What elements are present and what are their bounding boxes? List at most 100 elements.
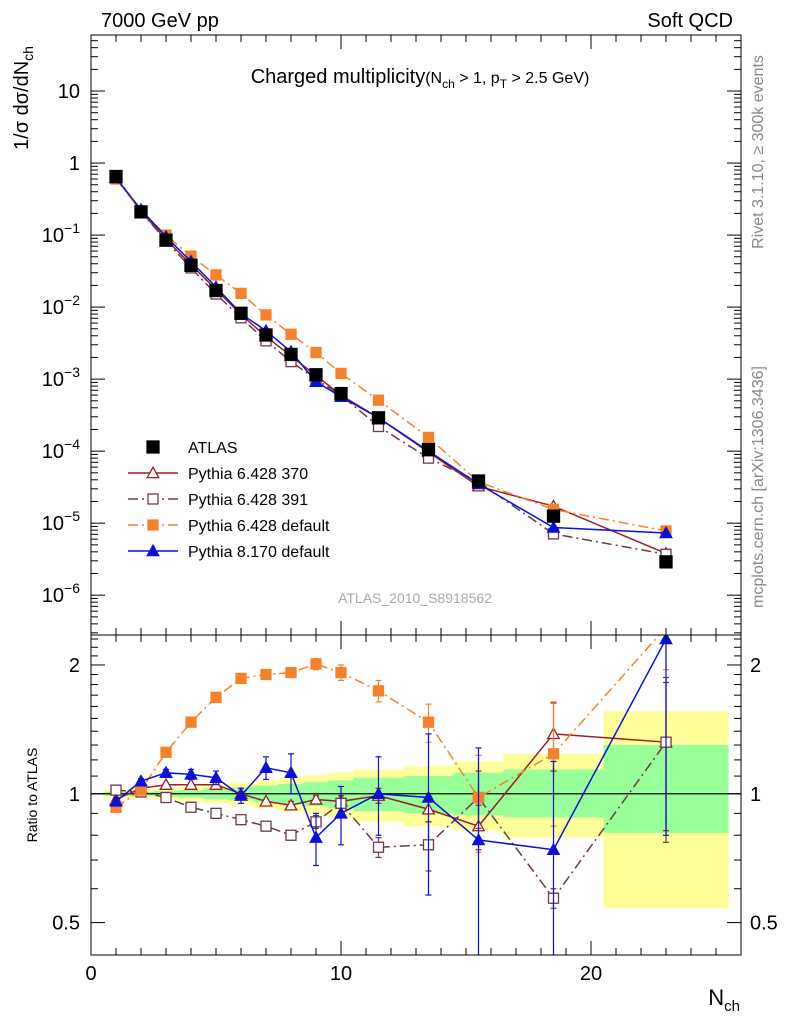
ratio-y-tick-label: 0.5: [52, 913, 80, 935]
main-data-point: [336, 368, 346, 378]
ratio-data-point: [374, 686, 384, 696]
main-data-point: [423, 444, 435, 456]
tick-exponent: −2: [64, 292, 80, 308]
rivet-version-label: Rivet 3.1.10, ≥ 300k events: [750, 55, 767, 249]
plot-title: Charged multiplicity(Nch > 1, pT > 2.5 G…: [251, 66, 590, 91]
legend: ATLAS Pythia 6.428 370 Pythia 6.428 391 Pyt…: [128, 440, 330, 561]
legend-label: Pythia 6.428 default: [188, 518, 330, 535]
tick-base: 10: [42, 513, 64, 535]
ratio-y-tick-label-right: 0.5: [750, 913, 778, 935]
main-data-point: [548, 522, 560, 532]
main-data-point: [261, 310, 271, 320]
ratio-data-point: [336, 668, 346, 678]
ratio-data-point: [136, 785, 146, 795]
legend-label: ATLAS: [188, 440, 238, 457]
main-y-tick-label: 10: [58, 81, 80, 103]
legend-item: ATLAS: [147, 440, 238, 457]
main-y-axis-title-sub: ch: [20, 46, 36, 61]
x-tick-label: 10: [330, 963, 352, 985]
main-y-tick-label: 10−5: [42, 508, 80, 535]
main-data-point: [660, 556, 672, 568]
header-left-label: 7000 GeV pp: [101, 10, 219, 32]
main-y-axis-title-text: 1/σ dσ/dN: [11, 61, 33, 150]
ratio-data-point: [424, 717, 434, 727]
x-axis-title-sub: ch: [724, 998, 740, 1015]
legend-marker: [148, 494, 158, 504]
legend-marker: [147, 441, 159, 453]
legend-item: Pythia 6.428 370: [128, 466, 308, 483]
plot-title-cut-sub-ch: ch: [442, 77, 455, 91]
ratio-data-point: [286, 668, 296, 678]
tick-exponent: −4: [64, 436, 80, 452]
ratio-data-point: [160, 767, 172, 777]
legend-item: Pythia 6.428 391: [128, 492, 308, 509]
main-data-point: [374, 395, 384, 405]
plot-title-main: Charged multiplicity: [251, 66, 426, 88]
tick-base: 10: [42, 585, 64, 607]
ratio-data-point: [261, 670, 271, 680]
tick-exponent: −6: [64, 580, 80, 596]
legend-label: Pythia 8.170 default: [188, 544, 330, 561]
main-data-point: [311, 348, 321, 358]
main-data-point: [335, 388, 347, 400]
ratio-data-point: [374, 842, 384, 852]
main-data-point: [548, 510, 560, 522]
ratio-data-point: [211, 692, 221, 702]
main-data-point: [135, 206, 147, 218]
legend-item: Pythia 8.170 default: [128, 544, 330, 561]
main-data-point: [310, 369, 322, 381]
tick-base: 10: [42, 441, 64, 463]
ratio-data-point: [186, 717, 196, 727]
ratio-y-tick-label: 2: [69, 655, 80, 677]
ratio-data-point: [211, 808, 221, 818]
main-y-axis-title: 1/σ dσ/dNch: [11, 46, 36, 150]
legend-marker: [148, 520, 158, 530]
main-data-point: [373, 412, 385, 424]
legend-item: Pythia 6.428 default: [128, 518, 330, 535]
main-data-point: [424, 432, 434, 442]
ratio-data-point: [236, 673, 246, 683]
ratio-y-tick-label: 1: [69, 784, 80, 806]
ratio-data-point: [260, 762, 272, 772]
x-tick-label: 20: [580, 963, 602, 985]
ratio-data-point: [549, 749, 559, 759]
legend-label: Pythia 6.428 370: [188, 466, 308, 483]
tick-base: 10: [42, 225, 64, 247]
chart-figure: 7000 GeV pp Soft QCD Rivet 3.1.10, ≥ 300…: [0, 0, 786, 1024]
main-y-tick-label: 1: [69, 153, 80, 175]
main-y-tick-label: 10−4: [42, 436, 80, 463]
main-y-tick-label: 10−2: [42, 292, 80, 319]
tick-exponent: −3: [64, 364, 80, 380]
x-axis-title: Nch: [708, 985, 740, 1015]
ratio-data-point: [311, 659, 321, 669]
main-data-point: [286, 329, 296, 339]
main-data-point: [211, 270, 221, 280]
main-data-point: [235, 307, 247, 319]
x-axis-title-text: N: [708, 985, 724, 1010]
main-y-tick-label: 10−6: [42, 580, 80, 607]
tick-exponent: −5: [64, 508, 80, 524]
main-y-tick-label: 10−3: [42, 364, 80, 391]
ratio-y-tick-label-right: 1: [750, 784, 761, 806]
ratio-y-tick-label-right: 2: [750, 655, 761, 677]
ratio-data-point: [161, 747, 171, 757]
main-data-point: [473, 475, 485, 487]
x-tick-label: 0: [85, 963, 96, 985]
main-data-point: [110, 171, 122, 183]
main-data-point: [260, 329, 272, 341]
analysis-id-label: ATLAS_2010_S8918562: [338, 590, 492, 606]
main-data-point: [160, 234, 172, 246]
ratio-data-point: [286, 830, 296, 840]
ratio-data-point: [186, 802, 196, 812]
plot-title-cut-mid: > 1, p: [455, 70, 500, 87]
mcplots-reference-label: mcplots.cern.ch [arXiv:1306.3436]: [750, 366, 767, 608]
tick-base: 10: [42, 369, 64, 391]
main-data-point: [185, 259, 197, 271]
tick-base: 10: [42, 297, 64, 319]
main-y-tick-label: 10−1: [42, 220, 80, 247]
legend-label: Pythia 6.428 391: [188, 492, 308, 509]
ratio-y-axis-title: Ratio to ATLAS: [24, 748, 40, 843]
plot-title-cut-open: (N: [425, 70, 442, 87]
ratio-data-point: [236, 815, 246, 825]
tick-exponent: −1: [64, 220, 80, 236]
